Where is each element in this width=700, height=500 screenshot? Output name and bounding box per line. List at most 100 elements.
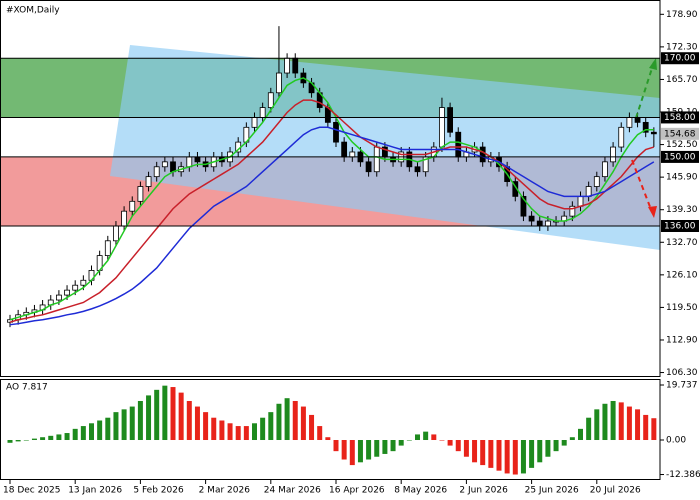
ao-bar <box>23 440 29 441</box>
y-tick-label: 119.50 <box>666 303 698 313</box>
level-label-bg <box>661 150 699 163</box>
ao-bar <box>235 426 241 441</box>
moving-average <box>9 77 654 321</box>
candle-body <box>536 220 543 227</box>
candle-body <box>585 186 592 197</box>
ao-bar <box>129 406 135 441</box>
ao-bar <box>398 440 404 446</box>
candle-body <box>251 117 258 128</box>
candle-body <box>80 279 87 286</box>
ao-bar <box>455 440 461 452</box>
ao-bar <box>357 440 363 463</box>
last-price-bg <box>661 127 699 140</box>
ao-bar <box>146 395 152 441</box>
ao-bar <box>349 440 355 466</box>
ao-bar <box>300 406 306 441</box>
ao-bar <box>635 409 641 441</box>
ao-bar <box>618 402 624 441</box>
ao-bar <box>186 400 192 441</box>
ao-bar <box>31 438 37 441</box>
x-tick-label: 25 Jun 2026 <box>525 486 579 496</box>
candle-body <box>194 156 201 163</box>
candle-body <box>170 161 176 173</box>
ao-bar <box>137 400 143 441</box>
ao-bar <box>56 434 62 441</box>
ao-bar <box>211 417 217 441</box>
candle-body <box>64 289 70 296</box>
candle-body <box>276 72 282 94</box>
ao-bar <box>561 440 567 446</box>
ao-bar <box>325 437 331 441</box>
ao-bar <box>121 409 127 441</box>
y-tick-label: 178.90 <box>666 10 698 20</box>
ao-bar <box>48 435 54 441</box>
ao-bar <box>504 440 510 474</box>
level-label: 136.00 <box>664 221 696 231</box>
moving-average <box>9 99 655 323</box>
candle-body <box>479 146 486 163</box>
ao-bar <box>80 426 86 441</box>
candle-body <box>593 176 600 187</box>
ao-bar <box>72 428 78 441</box>
candle-body <box>455 131 462 158</box>
candle-body <box>634 117 641 123</box>
indicator-title: AO 7.817 <box>6 383 48 393</box>
ao-bar <box>472 440 478 463</box>
ao-bar <box>162 385 168 441</box>
x-tick-label: 2 Mar 2026 <box>199 486 251 496</box>
candle-body <box>447 107 454 133</box>
candle-body <box>545 220 551 227</box>
candle-body <box>414 166 421 173</box>
ao-bar <box>651 418 657 441</box>
ao-bar <box>333 440 339 452</box>
ao-bar <box>537 440 543 463</box>
ao-bar <box>431 434 437 441</box>
y-tick-label: -12.386 <box>666 470 700 480</box>
chart-title: #XOM,Daily <box>6 6 60 16</box>
candle-body <box>520 195 527 217</box>
candle-body <box>650 131 657 135</box>
ao-bar <box>252 423 257 441</box>
ao-bar <box>415 434 420 441</box>
ao-bar <box>602 403 608 441</box>
candle-body <box>161 161 168 168</box>
candle-body <box>284 57 291 74</box>
ao-bar <box>366 440 372 460</box>
candle-body <box>292 57 299 74</box>
candle-body <box>104 240 111 257</box>
candle-body <box>186 156 193 168</box>
ao-bar <box>529 440 535 468</box>
ao-bar <box>374 440 380 457</box>
y-tick-label: 145.90 <box>666 173 698 183</box>
ao-bar <box>170 387 176 441</box>
ao-bar <box>463 440 469 457</box>
y-tick-label: 165.70 <box>666 75 698 85</box>
y-tick-label: 152.50 <box>666 140 698 150</box>
price-frame <box>0 0 661 377</box>
ao-bar <box>15 440 21 442</box>
candle-body <box>267 92 274 108</box>
ao-bar <box>569 437 575 441</box>
ao-bar <box>578 428 583 441</box>
ao-bar <box>219 420 225 441</box>
y-tick-label: 0.00 <box>666 436 686 446</box>
ao-bar <box>105 417 111 441</box>
candle-body <box>145 176 152 187</box>
candle-body <box>129 200 136 212</box>
level-label: 150.00 <box>664 152 696 162</box>
candle-body <box>626 117 633 128</box>
ao-bar <box>488 440 494 468</box>
candle-body <box>618 126 625 148</box>
ao-bar <box>341 440 347 460</box>
candle-body <box>349 151 356 158</box>
ao-bar <box>97 420 103 441</box>
ao-bar <box>423 431 429 441</box>
ao-bar <box>610 400 616 441</box>
candle-body <box>602 161 608 178</box>
x-tick-label: 13 Jan 2026 <box>68 486 122 496</box>
x-tick-label: 20 Jul 2026 <box>590 486 641 496</box>
ao-bar <box>64 433 70 441</box>
candle-body <box>642 121 649 133</box>
y-tick-label: 19.737 <box>666 380 698 390</box>
ao-bar <box>227 423 233 441</box>
